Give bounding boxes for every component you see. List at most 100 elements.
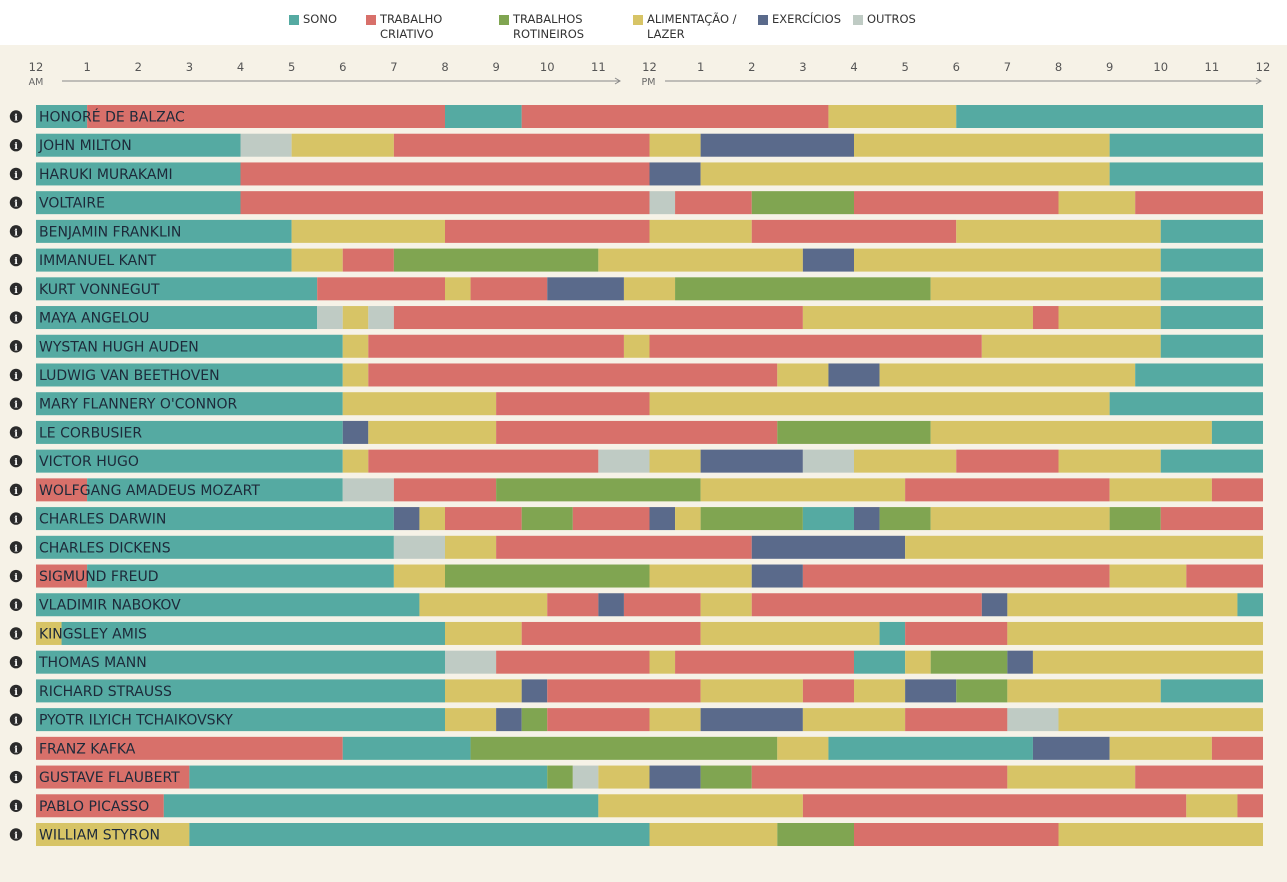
- segment-f: [342, 306, 369, 330]
- segment-c: [802, 794, 1187, 818]
- legend-swatch: [853, 15, 863, 25]
- routine-row: i CHARLES DICKENS: [9, 535, 1263, 559]
- segment-r: [496, 478, 701, 502]
- segment-f: [1109, 736, 1212, 760]
- person-name: BENJAMIN FRANKLIN: [39, 224, 181, 240]
- axis-tick-label: 5: [288, 60, 295, 74]
- svg-text:i: i: [14, 629, 18, 640]
- segment-s: [36, 420, 343, 444]
- info-icon[interactable]: i: [9, 770, 23, 784]
- segment-c: [393, 306, 803, 330]
- segment-e: [393, 507, 420, 531]
- info-icon[interactable]: i: [9, 368, 23, 382]
- legend-label: TRABALHOS ROTINEIROS: [513, 12, 585, 41]
- segment-f: [854, 248, 1161, 272]
- axis-tick-label: 10: [1153, 60, 1168, 74]
- info-icon[interactable]: i: [9, 799, 23, 813]
- segment-s: [445, 105, 522, 128]
- segment-s: [1109, 133, 1263, 157]
- info-icon[interactable]: i: [9, 253, 23, 267]
- info-icon[interactable]: i: [9, 655, 23, 669]
- routine-row: i JOHN MILTON: [9, 133, 1263, 157]
- segment-r: [521, 507, 573, 531]
- segment-s: [1160, 277, 1263, 301]
- info-icon[interactable]: i: [9, 196, 23, 210]
- routine-row: i WOLFGANG AMADEUS MOZART: [9, 478, 1263, 502]
- segment-f: [1007, 679, 1161, 703]
- info-icon[interactable]: i: [9, 311, 23, 325]
- info-icon[interactable]: i: [9, 139, 23, 152]
- segment-r: [547, 765, 573, 789]
- routine-row: i IMMANUEL KANT: [9, 248, 1263, 272]
- legend: SONO TRABALHO CRIATIVO TRABALHOS ROTINEIRO…: [0, 0, 1287, 45]
- segment-f: [598, 248, 803, 272]
- segment-s: [1160, 219, 1263, 243]
- info-icon[interactable]: i: [9, 598, 23, 612]
- segment-f: [700, 679, 803, 703]
- segment-e: [700, 708, 803, 732]
- svg-text:i: i: [14, 486, 18, 497]
- axis-tick-label: 2: [135, 60, 142, 74]
- segment-f: [1109, 564, 1187, 588]
- info-icon[interactable]: i: [9, 742, 23, 755]
- info-icon[interactable]: i: [9, 225, 23, 238]
- svg-text:i: i: [14, 256, 18, 267]
- person-name: VICTOR HUGO: [39, 454, 139, 470]
- axis-tick-label: 9: [1106, 60, 1113, 74]
- info-icon[interactable]: i: [9, 483, 23, 497]
- segment-r: [777, 420, 931, 444]
- info-icon[interactable]: i: [9, 454, 23, 468]
- info-icon[interactable]: i: [9, 713, 23, 727]
- segment-f: [649, 449, 701, 473]
- routine-row: i BENJAMIN FRANKLIN: [9, 219, 1263, 243]
- segment-c: [36, 794, 164, 818]
- segment-s: [87, 478, 343, 502]
- info-icon[interactable]: i: [9, 110, 23, 124]
- segment-c: [36, 765, 190, 789]
- svg-text:i: i: [14, 400, 18, 411]
- info-icon[interactable]: i: [9, 828, 23, 842]
- axis-tick-label: 12: [642, 60, 657, 74]
- segment-f: [342, 334, 369, 358]
- segment-c: [1032, 306, 1059, 330]
- info-icon[interactable]: i: [9, 684, 23, 698]
- routine-row: i MAYA ANGELOU: [9, 306, 1263, 330]
- segment-c: [675, 650, 854, 674]
- segment-f: [802, 306, 1033, 330]
- axis-tick-label: 9: [492, 60, 499, 74]
- segment-f: [905, 535, 1263, 559]
- person-name: JOHN MILTON: [38, 138, 132, 154]
- person-name: IMMANUEL KANT: [39, 253, 157, 269]
- info-icon[interactable]: i: [9, 426, 23, 439]
- pm-label: PM: [642, 77, 656, 88]
- svg-text:i: i: [14, 285, 18, 296]
- segment-c: [1160, 507, 1263, 531]
- info-icon[interactable]: i: [9, 627, 23, 640]
- routine-row: i THOMAS MANN: [9, 650, 1263, 674]
- axis-tick-label: 7: [390, 60, 397, 74]
- segment-r: [930, 650, 1008, 674]
- segment-f: [1007, 621, 1263, 645]
- info-icon[interactable]: i: [9, 512, 23, 526]
- segment-c: [521, 621, 701, 645]
- segment-c: [751, 765, 1008, 789]
- segment-f: [700, 162, 1110, 186]
- info-icon[interactable]: i: [9, 340, 23, 353]
- svg-text:i: i: [14, 227, 18, 238]
- info-icon[interactable]: i: [9, 397, 23, 411]
- info-icon[interactable]: i: [9, 541, 23, 554]
- segment-e: [802, 248, 854, 272]
- info-icon[interactable]: i: [9, 569, 23, 583]
- pm-axis-arrow: [665, 77, 1262, 85]
- info-icon[interactable]: i: [9, 282, 23, 296]
- segment-f: [981, 334, 1161, 358]
- segment-s: [36, 334, 343, 358]
- segment-c: [905, 478, 1110, 502]
- segment-f: [649, 564, 752, 588]
- info-icon[interactable]: i: [9, 167, 23, 181]
- segment-r: [956, 679, 1008, 703]
- svg-text:i: i: [14, 744, 18, 755]
- segment-c: [342, 248, 394, 272]
- legend-label: EXERCÍCIOS: [772, 12, 842, 26]
